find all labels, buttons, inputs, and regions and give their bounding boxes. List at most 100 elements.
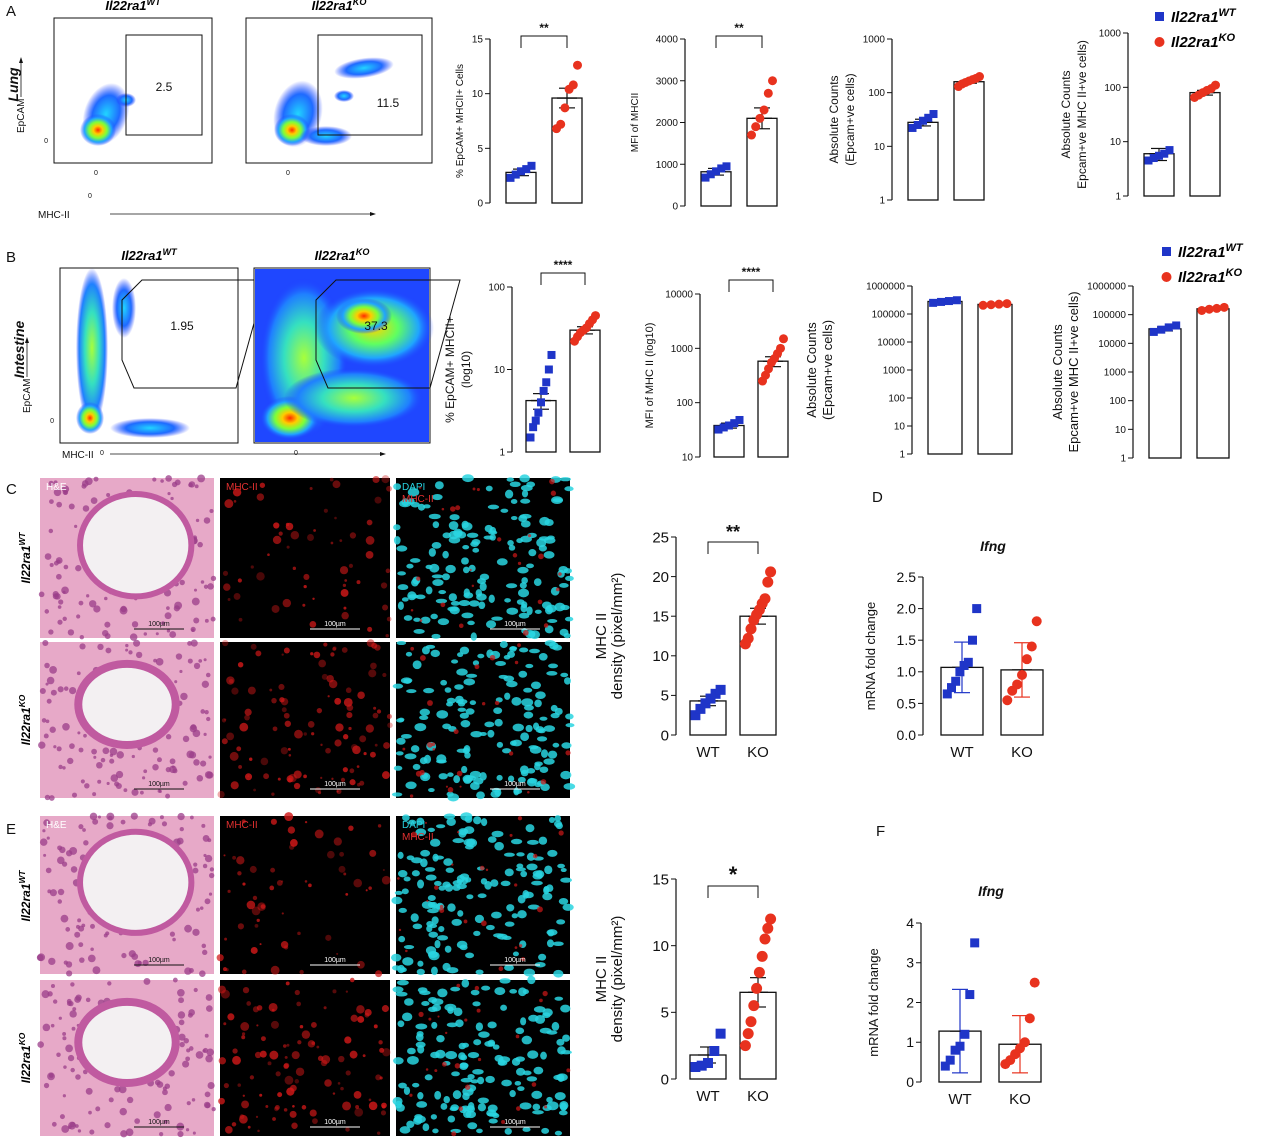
y-tick-label: 100000: [872, 310, 906, 321]
micro-background: [220, 816, 390, 974]
x-label-ko: KO: [1011, 744, 1033, 761]
scale-bar-label: 100µm: [504, 621, 526, 628]
y-tick-label: 2000: [656, 118, 679, 129]
scale-bar-label: 100µm: [324, 621, 346, 628]
svg-text:Il22ra1WT: Il22ra1WT: [17, 870, 33, 922]
data-point-wt: [960, 1029, 970, 1039]
flow-plot-frame: [53, 17, 213, 164]
data-point-ko: [753, 966, 765, 978]
y-tick-label: 15: [472, 35, 484, 46]
y-axis-label-2: (Epcam+ve cells): [820, 320, 835, 420]
bar-ko: [977, 303, 1013, 455]
genotype-label: Il22ra1WT: [121, 247, 178, 263]
panel-letter-A: A: [6, 3, 16, 20]
data-point-wt: [701, 173, 710, 182]
density-blob: [336, 298, 392, 334]
density-blob: [300, 126, 352, 146]
data-point-wt: [940, 1061, 950, 1071]
data-point-wt: [717, 164, 726, 173]
chart-title: Ifng: [978, 883, 1004, 899]
legend-wt-marker: [1155, 12, 1164, 21]
x-label-wt: WT: [950, 744, 973, 761]
sig-label: **: [726, 522, 740, 542]
data-point-wt: [712, 167, 720, 176]
y-tick-label: 1: [879, 196, 885, 207]
sig-bracket: [715, 35, 763, 48]
svg-text:Il22ra1KO: Il22ra1KO: [17, 1032, 33, 1083]
data-point-wt: [1149, 327, 1158, 336]
data-point-wt: [542, 378, 551, 387]
y-tick-label: 10000: [665, 290, 693, 301]
data-point-wt: [735, 415, 744, 424]
data-point-wt: [715, 684, 726, 695]
data-point-ko: [756, 950, 768, 962]
data-point-wt: [965, 990, 975, 1000]
y-tick-label: 2: [906, 994, 914, 1010]
y-tick-label: 100000: [1093, 310, 1127, 321]
micro-label-he: H&E: [46, 820, 67, 831]
data-point-ko: [755, 113, 765, 123]
density-blob: [76, 402, 104, 434]
y-tick-label: 1000: [863, 35, 886, 46]
data-point-ko: [1029, 977, 1040, 988]
data-point-ko: [745, 623, 757, 635]
y-tick-label: 10: [472, 89, 484, 100]
data-point-wt: [1149, 154, 1158, 163]
x-axis-arrowhead: [370, 212, 376, 216]
y-tick-label: 1: [1115, 192, 1121, 203]
y-tick-label: 0: [661, 1071, 669, 1088]
data-point-wt: [1155, 151, 1163, 160]
data-point-wt: [696, 1060, 707, 1071]
y-tick-label: 10: [1110, 137, 1122, 148]
density-blob: [76, 268, 108, 428]
y-tick-label: 10: [652, 648, 669, 665]
data-point-wt: [929, 110, 938, 119]
bar-ko: [569, 329, 601, 453]
gate-value: 37.3: [364, 319, 388, 333]
scale-bar-label: 100µm: [324, 1119, 346, 1126]
data-point-ko: [556, 119, 566, 129]
data-point-ko: [1021, 654, 1032, 665]
y-tick-label: 2.0: [897, 601, 917, 617]
sig-bracket: [707, 885, 759, 898]
sig-bracket: [540, 272, 586, 285]
bar-chart-A1: 0 5 10 15 % EpCAM+ MHCII+ Cells **: [455, 21, 583, 210]
y-tick-label: 100: [488, 283, 505, 294]
sig-bracket: [520, 35, 568, 48]
panel-letter-D: D: [872, 489, 883, 506]
data-point-ko: [1212, 303, 1222, 313]
y-tick-label: 100: [868, 88, 885, 99]
data-point-ko: [759, 105, 769, 115]
data-point-ko: [1019, 1037, 1030, 1048]
micro-label-mhc: MHC-II: [402, 494, 434, 505]
y-tick-label: 10: [1115, 425, 1127, 436]
data-point-wt: [963, 657, 973, 667]
tissue-label: Intestine: [11, 321, 27, 379]
data-point-wt: [722, 162, 731, 171]
data-point-ko: [1031, 616, 1042, 627]
data-point-wt: [506, 173, 515, 182]
svg-text:Il22ra1WT: Il22ra1WT: [17, 532, 33, 584]
y-axis-label-2: Epcam+ve MHC II+ve cells): [1066, 291, 1081, 452]
y-tick-label: 1000000: [1087, 282, 1126, 293]
y-tick-label: 1.5: [897, 632, 917, 648]
x-label-wt: WT: [696, 1088, 719, 1105]
data-point-ko: [759, 593, 771, 605]
gate-value: 11.5: [377, 96, 400, 110]
data-point-ko: [747, 130, 756, 140]
bar-chart-E1: 0 5 10 15 MHC II density (pixel/mm²) WT KO *: [593, 862, 777, 1105]
lumen: [74, 997, 180, 1087]
data-point-ko: [1026, 641, 1037, 652]
data-point-wt: [690, 1062, 701, 1072]
bar-chart-A3: 1 10 100 1000 Absolute Counts (Epcam+ve cells…: [827, 35, 985, 207]
y-tick-label: 1.0: [897, 664, 917, 680]
data-point-wt: [952, 296, 961, 305]
data-point-ko: [762, 922, 774, 934]
legend-wt-label: Il22ra1WT: [1178, 242, 1244, 261]
scale-bar-label: 100µm: [148, 1119, 170, 1126]
y-tick-label: 15: [652, 608, 669, 625]
gate: [121, 279, 267, 389]
bar-chart-B4: 1 10 100 1000 10000 100000 1000000 Absolute Cou…: [1050, 282, 1230, 465]
